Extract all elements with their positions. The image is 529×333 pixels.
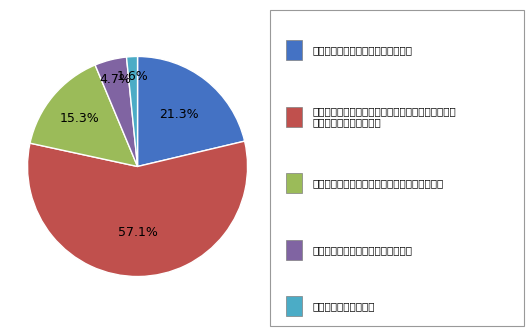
- Text: 基本的に来たらすぐ見ることが多い: 基本的に来たらすぐ見ることが多い: [312, 45, 412, 55]
- Bar: [286, 107, 302, 127]
- Bar: [286, 40, 302, 60]
- Text: 57.1%: 57.1%: [118, 226, 158, 239]
- Wedge shape: [138, 57, 244, 166]
- Bar: [286, 173, 302, 193]
- Text: 内容に限らず後でまとめて見ることの方が多い: 内容に限らず後でまとめて見ることの方が多い: [312, 178, 443, 188]
- Text: 15.3%: 15.3%: [60, 112, 100, 125]
- Text: あてはまるものはない: あてはまるものはない: [312, 301, 375, 311]
- Text: 21.3%: 21.3%: [159, 108, 198, 121]
- Bar: [286, 240, 302, 260]
- Text: プッシュ通知の内容によってはすぐ見るが後でまと
めて見ることの方が多い: プッシュ通知の内容によってはすぐ見るが後でまと めて見ることの方が多い: [312, 106, 456, 127]
- Wedge shape: [28, 141, 248, 276]
- Text: 4.7%: 4.7%: [99, 73, 131, 86]
- Text: 1.6%: 1.6%: [117, 70, 149, 83]
- Wedge shape: [126, 57, 138, 166]
- Text: プッシュ通知はほとんど確認しない: プッシュ通知はほとんど確認しない: [312, 245, 412, 255]
- FancyBboxPatch shape: [270, 10, 524, 326]
- Bar: [286, 296, 302, 316]
- Wedge shape: [30, 65, 138, 166]
- Wedge shape: [95, 57, 138, 166]
